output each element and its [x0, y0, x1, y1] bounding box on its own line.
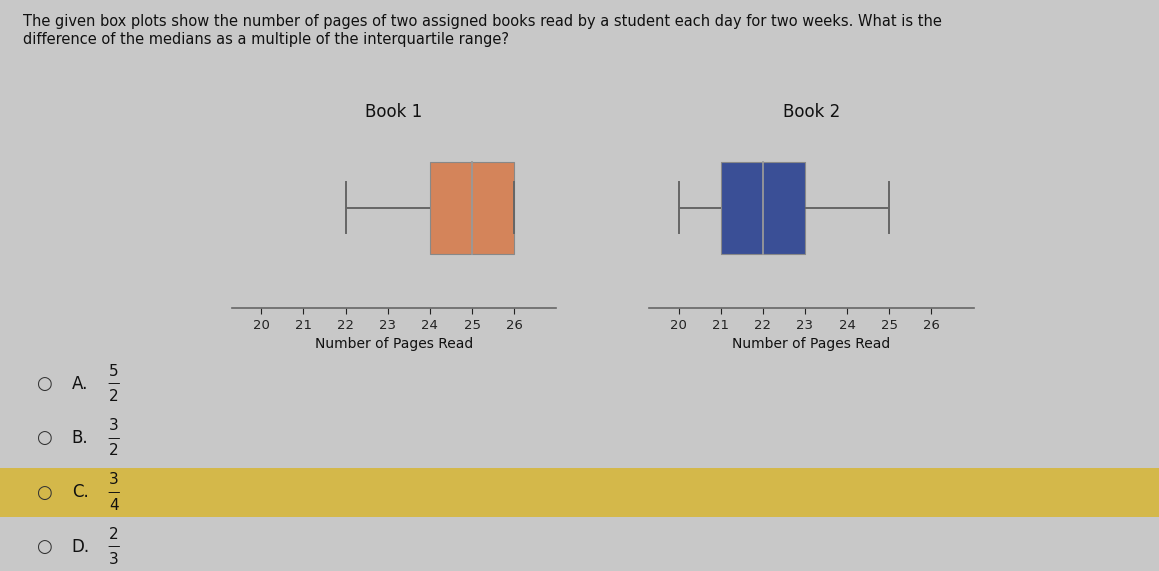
Bar [430, 162, 515, 254]
Text: 5: 5 [109, 364, 118, 379]
Text: 2: 2 [109, 443, 118, 459]
Text: D.: D. [72, 538, 90, 556]
Text: B.: B. [72, 429, 88, 447]
Text: C.: C. [72, 484, 88, 501]
Text: 3: 3 [109, 552, 118, 567]
Text: ○: ○ [36, 538, 52, 556]
Text: ○: ○ [36, 484, 52, 501]
Title: Book 2: Book 2 [782, 103, 840, 121]
X-axis label: Number of Pages Read: Number of Pages Read [315, 337, 473, 351]
X-axis label: Number of Pages Read: Number of Pages Read [732, 337, 890, 351]
Text: 2: 2 [109, 526, 118, 542]
Text: 3: 3 [109, 418, 118, 433]
Text: 4: 4 [109, 497, 118, 513]
Text: A.: A. [72, 375, 88, 393]
Text: ○: ○ [36, 375, 52, 393]
Text: —: — [108, 540, 119, 553]
Title: Book 1: Book 1 [365, 103, 423, 121]
Text: —: — [108, 377, 119, 391]
Text: The given box plots show the number of pages of two assigned books read by a stu: The given box plots show the number of p… [23, 14, 942, 47]
Bar [721, 162, 806, 254]
Text: ○: ○ [36, 429, 52, 447]
Text: —: — [108, 486, 119, 499]
Text: —: — [108, 432, 119, 445]
Text: 2: 2 [109, 389, 118, 404]
Text: 3: 3 [109, 472, 118, 488]
